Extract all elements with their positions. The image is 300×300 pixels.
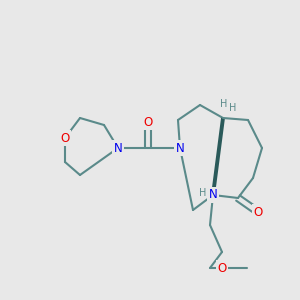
Text: N: N	[176, 142, 184, 154]
Text: O: O	[218, 262, 226, 275]
Text: O: O	[60, 131, 70, 145]
Text: H: H	[220, 99, 228, 109]
Text: N: N	[114, 142, 122, 154]
Text: N: N	[208, 188, 217, 202]
Text: O: O	[254, 206, 262, 218]
Text: H: H	[229, 103, 236, 113]
Text: H: H	[199, 188, 207, 198]
Text: O: O	[143, 116, 153, 128]
